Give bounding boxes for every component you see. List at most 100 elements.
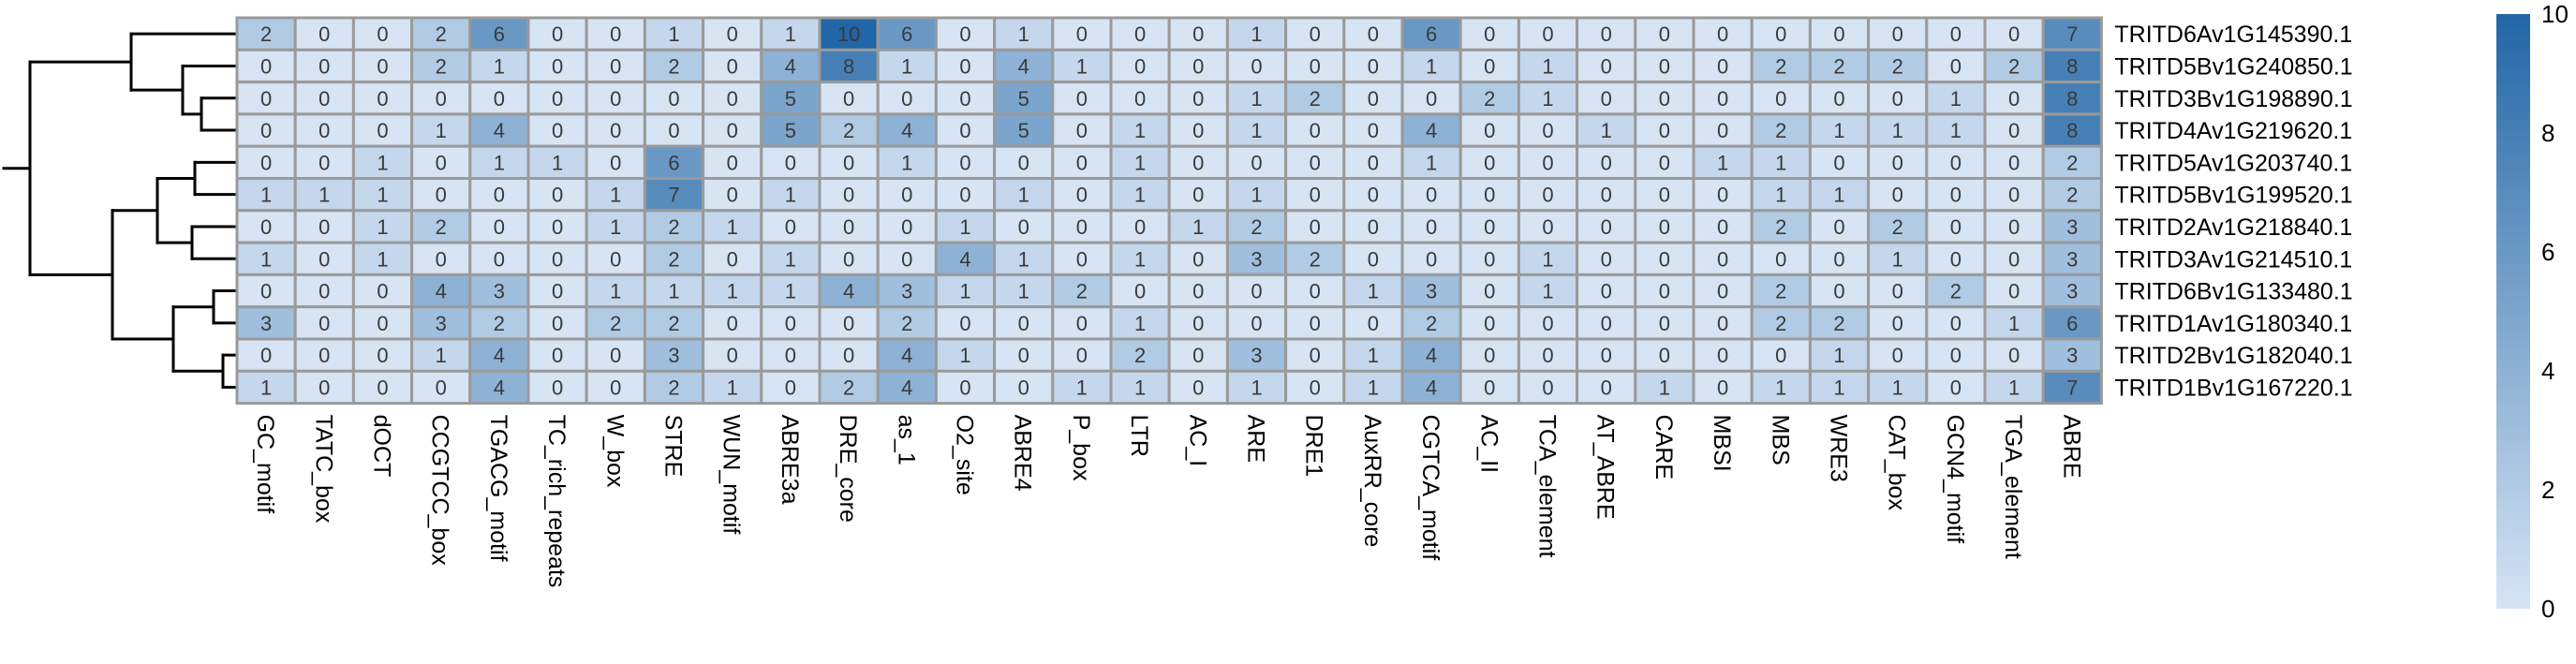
heatmap-cell [1225,241,1288,276]
cell-value-label: 0 [1310,280,1321,303]
cell-value-label: 0 [959,22,970,46]
cell-value-label: 0 [1542,312,1553,335]
cell-value-label: 0 [1542,344,1553,367]
cell-value-label: 1 [1542,280,1553,303]
cell-value-label: 1 [1134,247,1146,271]
cell-value-label: 5 [785,119,796,142]
cell-value-label: 1 [1775,184,1786,207]
heatmap-cell [760,241,822,276]
colorbar-tick-label: 8 [2541,119,2554,147]
cell-value-label: 2 [1251,215,1262,239]
cell-value-label: 1 [1251,184,1262,207]
cell-value-label: 1 [1018,184,1029,207]
cell-value-label: 0 [727,87,738,111]
cell-value-label: 0 [1310,376,1321,399]
cell-value-label: 5 [1018,87,1029,111]
cell-value-label: 0 [1076,344,1088,367]
cell-value-label: 1 [436,119,447,142]
cell-value-label: 3 [2066,344,2078,367]
column-label: P_box [1068,415,1094,481]
column-label: W_box [601,415,628,488]
cell-value-label: 1 [1134,312,1146,335]
cell-value-label: 1 [610,215,621,239]
cell-value-label: 0 [1601,87,1612,111]
cell-value-label: 0 [785,312,796,335]
cell-value-label: 0 [377,54,388,78]
cell-value-label: 3 [260,312,272,335]
cell-value-label: 0 [1484,376,1495,399]
cell-value-label: 3 [494,280,505,303]
cell-value-label: 3 [2066,215,2078,239]
cell-value-label: 1 [1542,54,1553,78]
heatmap-cell [1167,48,1229,84]
cell-value-label: 6 [668,151,679,174]
cell-value-label: 2 [668,376,679,399]
cell-value-label: 1 [260,247,272,271]
cell-value-label: 2 [1076,280,1088,303]
heatmap-cell [1225,112,1288,148]
cell-value-label: 0 [1950,376,1962,399]
heatmap-cell [1284,241,1346,276]
cell-value-label: 0 [1717,247,1728,271]
cell-value-label: 2 [1310,87,1321,111]
cell-value-label: 1 [959,215,970,239]
cell-value-label: 0 [610,344,621,367]
column-label: CAT_box [1884,415,1910,511]
cell-value-label: 0 [1192,22,1204,46]
cell-value-label: 0 [610,119,621,142]
cell-value-label: 1 [1134,376,1146,399]
heatmap-cell [468,81,530,116]
heatmap-cell [1458,112,1520,148]
cell-value-label: 1 [1251,87,1262,111]
cell-value-label: 0 [1833,247,1844,271]
cell-value-label: 0 [1076,87,1088,111]
cell-value-label: 0 [318,215,330,239]
cell-value-label: 0 [318,54,330,78]
cell-value-label: 0 [318,247,330,271]
column-label: GCN4_motif [1942,415,1968,544]
cell-value-label: 4 [1426,344,1437,367]
cell-value-label: 0 [1134,87,1146,111]
cell-value-label: 0 [727,312,738,335]
cell-value-label: 0 [610,22,621,46]
cell-value-label: 0 [901,87,912,111]
cell-value-label: 0 [1892,280,1903,303]
cell-value-label: 0 [318,119,330,142]
cell-value-label: 0 [1950,344,1962,367]
heatmap-cell [993,305,1055,341]
heatmap-cell [585,209,646,244]
heatmap-cell [876,305,938,341]
cell-value-label: 0 [727,22,738,46]
cell-value-label: 0 [1717,184,1728,207]
cell-value-label: 0 [1134,22,1146,46]
cell-value-label: 0 [318,376,330,399]
cell-value-label: 1 [610,280,621,303]
heatmap-cell [235,48,297,84]
cell-value-label: 0 [843,312,854,335]
cell-value-label: 0 [1251,312,1262,335]
cell-value-label: 0 [1192,151,1204,174]
cell-value-label: 0 [1542,184,1553,207]
cell-value-label: 0 [1310,54,1321,78]
cell-value-label: 0 [668,119,679,142]
cell-value-label: 0 [260,87,272,111]
cell-value-label: 2 [843,119,854,142]
cell-value-label: 2 [668,215,679,239]
heatmap-cell [1576,273,1637,309]
heatmap-cell [1400,273,1462,309]
heatmap-cell [585,273,646,309]
cell-value-label: 1 [318,184,330,207]
cell-value-label: 1 [1368,344,1379,367]
cell-value-label: 0 [1368,312,1379,335]
cell-value-label: 0 [1076,184,1088,207]
heatmap-cell [1167,369,1229,406]
cell-value-label: 1 [610,184,621,207]
heatmap-cell [1692,305,1754,341]
cell-value-label: 6 [1426,22,1437,46]
heatmap-cell [1808,241,1871,276]
heatmap-cell [351,112,414,148]
cell-value-label: 0 [901,247,912,271]
cell-value-label: 2 [1892,215,1903,239]
cell-value-label: 0 [843,184,854,207]
column-label: MBSI [1709,415,1735,472]
